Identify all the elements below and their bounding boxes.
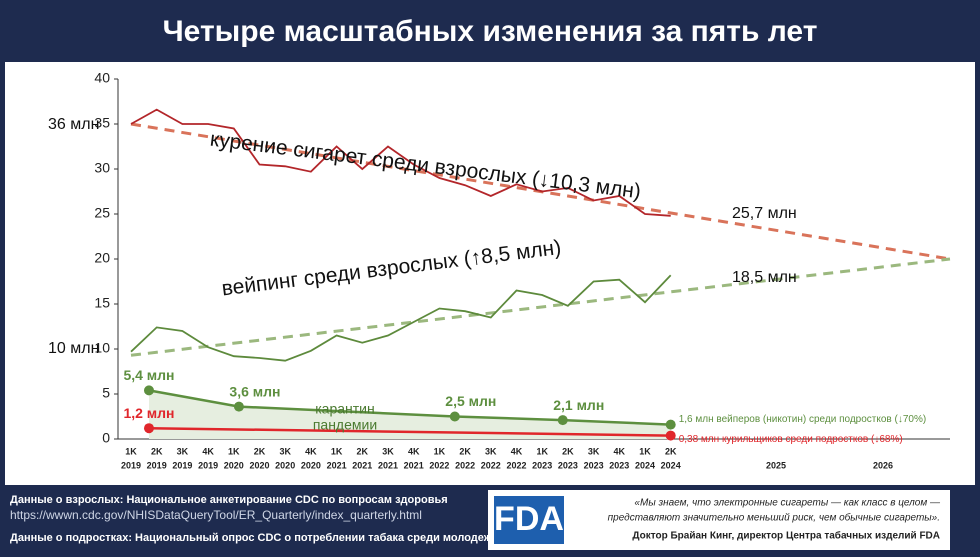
x-tick-label: 2020 xyxy=(249,460,269,470)
x-tick-label: 2024 xyxy=(635,460,655,470)
logo: FDA xyxy=(494,500,564,538)
x-tick-label: 2023 xyxy=(609,460,629,470)
x-tick-label: 4K xyxy=(511,446,523,456)
y-tick-label: 20 xyxy=(94,250,110,266)
x-tick-label: 2K xyxy=(562,446,574,456)
youth-point xyxy=(143,423,154,434)
start-label: 36 млн xyxy=(48,116,99,133)
x-tick-label: 4K xyxy=(408,446,420,456)
value-label: 5,4 млн xyxy=(123,367,174,383)
x-tick-label: 1K xyxy=(125,446,137,456)
youth-point xyxy=(233,401,244,412)
x-tick-label: 2K xyxy=(357,446,369,456)
x-tick-label: 2019 xyxy=(172,460,192,470)
trend-line xyxy=(130,257,951,357)
x-tick-label: 2025 xyxy=(766,460,786,470)
y-tick-label: 35 xyxy=(94,115,110,131)
value-label: 2,5 млн xyxy=(445,393,496,409)
youth-point xyxy=(665,430,676,441)
x-tick-label: 2K xyxy=(665,446,677,456)
x-tick-label: 2K xyxy=(151,446,163,456)
x-tick-label: 4K xyxy=(305,446,317,456)
x-tick-label: 4K xyxy=(202,446,214,456)
x-tick-label: 1K xyxy=(434,446,446,456)
x-tick-label: 2021 xyxy=(352,460,372,470)
x-tick-label: 2019 xyxy=(121,460,141,470)
quote: представляют значительно меньший риск, ч… xyxy=(608,512,940,524)
x-tick-label: 1K xyxy=(536,446,548,456)
start-label: 10 млн xyxy=(48,340,99,357)
x-tick-label: 2023 xyxy=(532,460,552,470)
x-tick-label: 2K xyxy=(254,446,266,456)
x-tick-label: 2023 xyxy=(584,460,604,470)
x-tick-label: 2020 xyxy=(224,460,244,470)
y-tick-label: 30 xyxy=(94,160,110,176)
x-tick-label: 2021 xyxy=(378,460,398,470)
x-tick-label: 2024 xyxy=(661,460,681,470)
end-label: 18,5 млн xyxy=(732,269,797,286)
value-label: 2,1 млн xyxy=(553,397,604,413)
source: Данные о взрослых: Национальное анкетиро… xyxy=(10,494,448,506)
x-tick-label: 2022 xyxy=(481,460,501,470)
legend-label: 0,38 млн курильщиков среди подростков (↓… xyxy=(679,434,903,445)
x-tick-label: 2K xyxy=(459,446,471,456)
y-tick-label: 15 xyxy=(94,295,110,311)
youth-point xyxy=(557,415,568,426)
x-tick-label: 2021 xyxy=(327,460,347,470)
logo-box xyxy=(494,496,564,544)
value-label: 3,6 млн xyxy=(229,383,280,399)
x-tick-label: 2019 xyxy=(198,460,218,470)
youth-point xyxy=(143,385,154,396)
end-label: 25,7 млн xyxy=(732,205,797,222)
quote: «Мы знаем, что электронные сигареты — ка… xyxy=(634,498,941,509)
x-tick-label: 1K xyxy=(639,446,651,456)
youth-line xyxy=(148,426,671,437)
source: Данные о подростках: Национальный опрос … xyxy=(10,532,498,544)
x-tick-label: 2021 xyxy=(404,460,424,470)
x-tick-label: 4K xyxy=(614,446,626,456)
x-tick-label: 2022 xyxy=(429,460,449,470)
value-label: 1,2 млн xyxy=(123,405,174,421)
y-tick-label: 5 xyxy=(102,385,110,401)
quote-box xyxy=(488,490,950,550)
y-tick-label: 40 xyxy=(94,70,110,86)
line xyxy=(130,274,672,362)
x-tick-label: 2022 xyxy=(455,460,475,470)
x-tick-label: 3K xyxy=(485,446,497,456)
annotation: карантин xyxy=(315,401,375,417)
y-tick-label: 0 xyxy=(102,430,110,446)
annotation: пандемии xyxy=(313,417,377,433)
x-tick-label: 3K xyxy=(588,446,600,456)
youth-point xyxy=(449,411,460,422)
title: Четыре масштабных изменения за пять лет xyxy=(163,15,818,48)
y-tick-label: 25 xyxy=(94,205,110,221)
x-tick-label: 3K xyxy=(279,446,291,456)
x-tick-label: 2026 xyxy=(873,460,893,470)
source-url: https://wwwn.cdc.gov/NHISDataQueryTool/E… xyxy=(10,508,422,522)
x-tick-label: 1K xyxy=(228,446,240,456)
youth-point xyxy=(665,419,676,430)
x-tick-label: 2022 xyxy=(506,460,526,470)
x-tick-label: 2020 xyxy=(275,460,295,470)
y-tick-label: 10 xyxy=(94,340,110,356)
x-tick-label: 2023 xyxy=(558,460,578,470)
quote-author: Доктор Брайан Кинг, директор Центра таба… xyxy=(632,530,940,542)
legend-label: 1,6 млн вейперов (никотин) среди подрост… xyxy=(679,414,927,425)
x-tick-label: 2020 xyxy=(301,460,321,470)
x-tick-label: 2019 xyxy=(147,460,167,470)
line xyxy=(130,108,671,217)
x-tick-label: 1K xyxy=(331,446,343,456)
x-tick-label: 3K xyxy=(177,446,189,456)
x-tick-label: 3K xyxy=(382,446,394,456)
